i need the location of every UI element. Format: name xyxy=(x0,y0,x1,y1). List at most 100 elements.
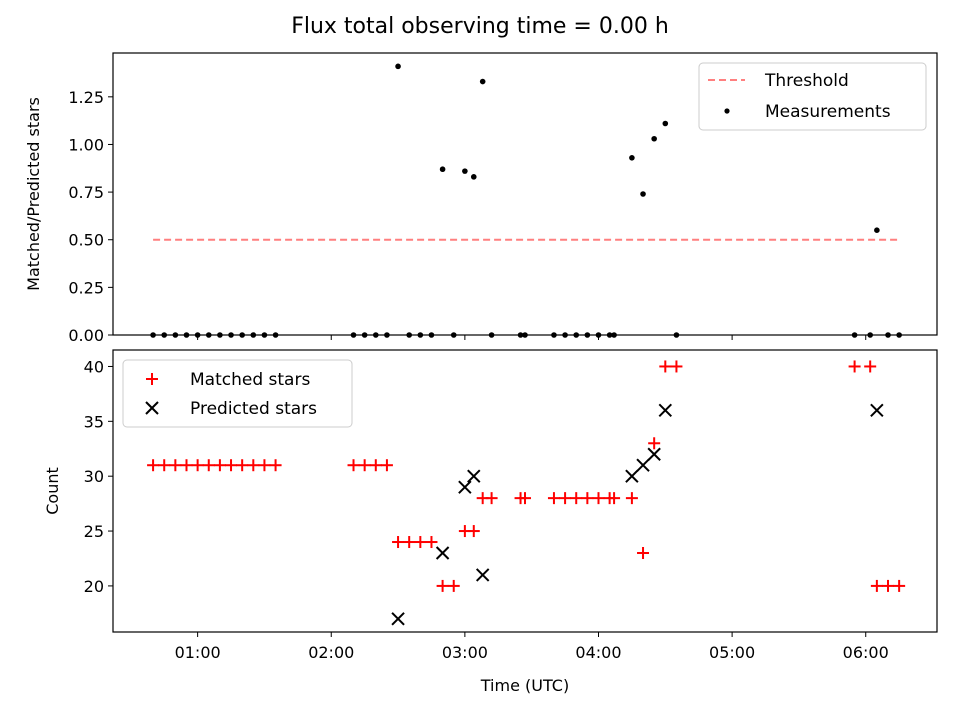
predicted-star-marker xyxy=(658,403,673,418)
measurement-point xyxy=(161,332,168,338)
matched-star-marker xyxy=(637,546,650,559)
x-tick-label: 03:00 xyxy=(442,643,488,662)
bottom-y-ticks: 20 25 30 35 40 xyxy=(84,357,113,596)
bottom-y-tick-label: 30 xyxy=(84,467,104,486)
measurement-point xyxy=(272,332,279,338)
measurement-point xyxy=(183,332,190,338)
measurement-points xyxy=(150,63,902,338)
measurement-point xyxy=(470,174,477,180)
matched-star-marker xyxy=(180,459,193,472)
measurement-point xyxy=(361,332,368,338)
measurement-point xyxy=(885,332,891,338)
legend-measurements-swatch xyxy=(724,108,730,114)
matched-star-marker xyxy=(147,459,160,472)
matched-stars-points xyxy=(147,360,906,592)
matched-star-marker xyxy=(519,492,531,505)
matched-star-marker xyxy=(447,579,460,592)
measurement-point xyxy=(673,332,680,338)
matched-star-marker xyxy=(269,459,282,472)
bottom-y-axis-label: Count xyxy=(43,467,62,515)
x-tick-label: 06:00 xyxy=(843,643,889,662)
matched-star-marker xyxy=(436,579,449,592)
measurement-point xyxy=(662,120,669,127)
x-tick-label: 02:00 xyxy=(308,643,354,662)
measurement-point xyxy=(384,332,390,338)
predicted-star-marker xyxy=(647,447,661,461)
measurement-point xyxy=(629,154,635,161)
top-axes: 0.00 0.25 0.50 0.75 1.00 1.25 Matched/Predict… xyxy=(24,52,938,345)
bottom-y-tick-label: 40 xyxy=(84,357,104,376)
measurement-point xyxy=(611,332,617,338)
measurement-point xyxy=(640,191,646,197)
legend-predicted-label: Predicted stars xyxy=(190,399,317,419)
matched-star-marker xyxy=(225,459,238,472)
predicted-star-marker xyxy=(467,469,481,483)
measurement-point xyxy=(150,332,156,338)
predicted-star-marker xyxy=(475,568,490,582)
bottom-y-tick-label: 25 xyxy=(84,522,104,541)
bottom-legend: Matched stars Predicted stars xyxy=(122,359,353,428)
matched-star-marker xyxy=(392,536,405,549)
measurement-point xyxy=(406,332,412,338)
x-tick-label: 05:00 xyxy=(709,643,755,662)
predicted-star-marker xyxy=(435,546,450,560)
bottom-y-tick-label: 35 xyxy=(84,412,104,431)
top-y-axis-label: Matched/Predicted stars xyxy=(24,97,43,291)
measurement-point xyxy=(194,332,201,338)
matched-star-marker xyxy=(625,492,638,505)
measurement-point xyxy=(462,168,468,174)
x-tick-label: 01:00 xyxy=(175,643,221,662)
matched-star-marker xyxy=(559,492,572,505)
top-legend: Threshold Measurements xyxy=(698,62,927,131)
top-y-tick-label: 0.00 xyxy=(68,326,104,345)
matched-star-marker xyxy=(425,536,438,549)
x-axis-label: Time (UTC) xyxy=(480,676,569,695)
matched-star-marker xyxy=(158,459,171,472)
matched-star-marker xyxy=(467,525,480,538)
top-y-tick-label: 0.75 xyxy=(68,183,104,202)
measurement-point xyxy=(439,166,446,173)
matched-star-marker xyxy=(369,459,382,472)
measurement-point xyxy=(450,332,457,338)
chart-title: Flux total observing time = 0.00 h xyxy=(291,14,669,39)
bottom-axes: 20 25 30 35 40 01:00 02:00 03:00 04:00 05:00 06:0… xyxy=(43,349,938,695)
matched-star-marker xyxy=(670,360,683,373)
matched-star-marker xyxy=(403,536,416,549)
measurement-point xyxy=(584,332,591,338)
top-x-ticks xyxy=(197,335,867,340)
measurement-point xyxy=(228,332,234,338)
measurement-point xyxy=(205,332,212,338)
matched-star-marker xyxy=(347,459,360,472)
measurement-point xyxy=(896,332,902,338)
matched-star-marker xyxy=(581,492,594,505)
measurement-point xyxy=(428,332,435,338)
top-y-ticks: 0.00 0.25 0.50 0.75 1.00 1.25 xyxy=(68,88,113,345)
legend-measurements-label: Measurements xyxy=(765,102,891,122)
matched-star-marker xyxy=(213,459,226,472)
top-legend-box xyxy=(698,62,927,131)
x-tick-label: 04:00 xyxy=(575,643,621,662)
measurement-point xyxy=(874,227,880,234)
matched-star-marker xyxy=(485,492,498,505)
legend-predicted-swatch xyxy=(145,401,159,415)
measurement-point xyxy=(417,332,424,338)
top-y-tick-label: 0.50 xyxy=(68,231,104,250)
measurement-point xyxy=(488,332,495,338)
top-y-tick-label: 1.25 xyxy=(68,88,104,107)
measurement-point xyxy=(217,332,223,338)
matched-star-marker xyxy=(236,459,249,472)
matched-star-marker xyxy=(547,492,560,505)
measurement-point xyxy=(517,332,524,338)
bottom-x-ticks: 01:00 02:00 03:00 04:00 05:00 06:00 xyxy=(175,632,889,662)
measurement-point xyxy=(522,332,528,338)
measurement-point xyxy=(595,332,602,338)
matched-star-marker xyxy=(592,492,605,505)
matched-star-marker xyxy=(380,459,393,472)
measurement-point xyxy=(573,332,580,338)
matched-star-marker xyxy=(659,360,672,373)
matched-star-marker xyxy=(169,459,182,472)
measurement-point xyxy=(350,332,357,338)
measurement-point xyxy=(372,332,379,338)
top-y-tick-label: 0.25 xyxy=(68,278,104,297)
